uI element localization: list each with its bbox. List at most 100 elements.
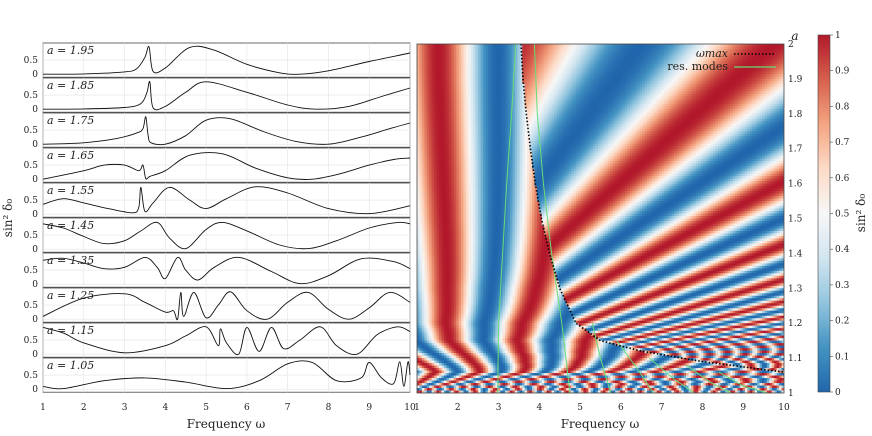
right-x-tick-labels: 1 2 3 4 5 6 7 8 9 10: [414, 403, 790, 413]
y-tick-label: 0.5: [24, 126, 39, 136]
x-tick-label: 8: [326, 403, 332, 413]
y-tick-label: 0.5: [24, 56, 39, 66]
y-tick-label: 1.8: [788, 110, 803, 120]
x-tick-label: 7: [659, 403, 665, 413]
colorbar-tick-label: 0.6: [835, 174, 850, 184]
series-line: [42, 221, 411, 250]
colorbar-tick-label: 0.5: [835, 210, 850, 220]
colorbar-tick-label: 0: [835, 388, 841, 398]
panel-label: a = 1.65: [47, 149, 94, 162]
x-tick-label: 5: [203, 403, 209, 413]
y-tick-label: 0: [32, 70, 38, 80]
res-mode-curve: [591, 323, 612, 393]
x-tick-label: 6: [244, 403, 250, 413]
y-tick-label: 0.5: [24, 196, 39, 206]
x-tick-label: 4: [162, 403, 168, 413]
y-tick-label: 1.7: [788, 145, 803, 155]
x-tick-label: 3: [496, 403, 502, 413]
legend-entry-res-modes: res. modes: [667, 60, 728, 73]
res-mode-curve: [497, 44, 517, 393]
y-tick-label: 0.5: [24, 266, 39, 276]
colorbar-tick-label: 0.1: [835, 352, 849, 362]
y-tick-label: 1.3: [788, 284, 803, 294]
y-tick-label: 0.5: [24, 371, 39, 381]
y-tick-label: 0.5: [24, 231, 39, 241]
x-tick-label: 1: [40, 403, 46, 413]
series-line: [42, 116, 411, 146]
panel-label: a = 1.55: [47, 184, 94, 197]
y-tick-label: 1.5: [788, 215, 803, 225]
colorbar-tick-label: 0.8: [835, 102, 850, 112]
line-panel: 0 0.5 a = 1.05: [24, 357, 411, 395]
right-x-axis-label: Frequency ω: [561, 417, 640, 431]
y-tick-label: 0: [32, 105, 38, 115]
line-panel: 0 0.5 a = 1.75: [24, 112, 411, 150]
left-x-axis-label: Frequency ω: [187, 417, 266, 431]
x-tick-label: 4: [536, 403, 542, 413]
panel-label: a = 1.25: [47, 289, 94, 302]
y-tick-label: 1.4: [788, 249, 803, 259]
y-tick-label: 2: [788, 40, 794, 50]
panel-label: a = 1.05: [47, 359, 94, 372]
colorbar-label: sin² δ₀: [854, 194, 868, 233]
y-tick-label: 0: [32, 245, 38, 255]
x-tick-label: 6: [618, 403, 624, 413]
colorbar-tick-label: 0.9: [835, 67, 850, 77]
x-tick-label: 9: [740, 403, 746, 413]
colorbar-tick-label: 0.3: [835, 281, 850, 291]
y-tick-label: 0: [32, 140, 38, 150]
y-tick-label: 0: [32, 280, 38, 290]
series-line: [42, 256, 411, 285]
panel-label: a = 1.45: [47, 219, 94, 232]
series-line: [42, 360, 411, 390]
y-tick-label: 1.2: [788, 319, 802, 329]
heatmap-overlay-curves: [497, 44, 784, 393]
line-panel: 0 0.5 a = 1.15: [24, 322, 411, 360]
left-line-panels: 0 0.5 a = 1.95 0 0.5 a = 1.85 0 0.5 a = 1.75 0 0.5…: [24, 42, 411, 395]
line-panel: 0 0.5 a = 1.25: [24, 287, 411, 325]
x-tick-label: 5: [577, 403, 583, 413]
line-panel: 0 0.5 a = 1.65: [24, 147, 411, 185]
line-panel: 0 0.5 a = 1.95: [24, 42, 411, 80]
res-mode-curve: [718, 371, 768, 393]
res-mode-curve: [533, 44, 571, 393]
y-tick-label: 0.5: [24, 336, 39, 346]
panel-label: a = 1.85: [47, 79, 94, 92]
x-tick-label: 9: [366, 403, 372, 413]
y-tick-label: 1.1: [788, 354, 802, 364]
colorbar: [817, 34, 831, 393]
line-panel: 0 0.5 a = 1.55: [24, 182, 411, 220]
y-tick-label: 1.9: [788, 75, 803, 85]
x-tick-label: 3: [122, 403, 128, 413]
line-panel: 0 0.5 a = 1.45: [24, 217, 411, 255]
y-tick-label: 0: [32, 385, 38, 395]
x-tick-label: 8: [700, 403, 706, 413]
colorbar-tick-label: 0.2: [835, 317, 849, 327]
y-tick-label: 0.5: [24, 161, 39, 171]
left-y-axis-label: sin² δ₀: [1, 199, 15, 238]
colorbar-tick-labels: 0 0.1 0.2 0.3 0.4 0.5 0.6 0.7 0.8 0.9 1: [830, 31, 850, 398]
series-line: [42, 326, 411, 356]
left-x-tick-labels: 1 2 3 4 5 6 7 8 9 10: [40, 403, 416, 413]
legend: ωmax res. modes: [667, 47, 776, 73]
colorbar-tick-label: 0.7: [835, 138, 850, 148]
y-tick-label: 0: [32, 350, 38, 360]
x-tick-label: 2: [455, 403, 461, 413]
legend-entry-omega-max: ωmax: [696, 47, 729, 60]
y-tick-label: 0: [32, 315, 38, 325]
x-tick-label: 7: [285, 403, 291, 413]
res-mode-curve: [616, 340, 654, 393]
series-line: [42, 291, 411, 321]
panel-label: a = 1.35: [47, 254, 94, 267]
y-tick-label: 0.5: [24, 301, 39, 311]
line-panel: 0 0.5 a = 1.35: [24, 252, 411, 290]
colorbar-tick-label: 1: [835, 31, 841, 41]
x-tick-label: 10: [778, 403, 790, 413]
colorbar-tick-label: 0.4: [835, 245, 850, 255]
y-tick-label: 1: [788, 389, 794, 399]
x-tick-label: 10: [404, 403, 416, 413]
y-tick-label: 1.6: [788, 180, 803, 190]
series-line: [42, 80, 411, 111]
panel-label: a = 1.95: [47, 44, 94, 57]
